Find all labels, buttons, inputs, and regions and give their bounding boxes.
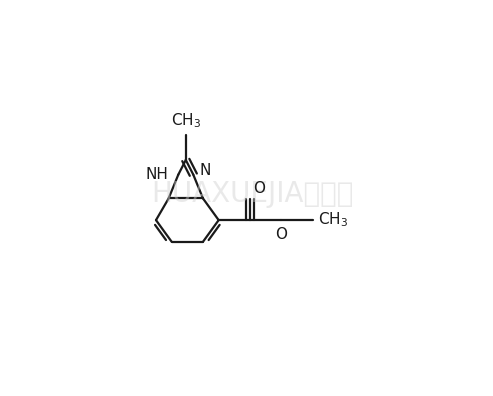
Text: CH$_3$: CH$_3$ <box>318 211 349 229</box>
Text: N: N <box>199 163 211 177</box>
Text: O: O <box>275 227 287 242</box>
Text: HUAXUEJIA化学加: HUAXUEJIA化学加 <box>151 180 354 208</box>
Text: CH$_3$: CH$_3$ <box>171 112 201 130</box>
Text: NH: NH <box>146 167 169 182</box>
Text: O: O <box>253 181 265 196</box>
